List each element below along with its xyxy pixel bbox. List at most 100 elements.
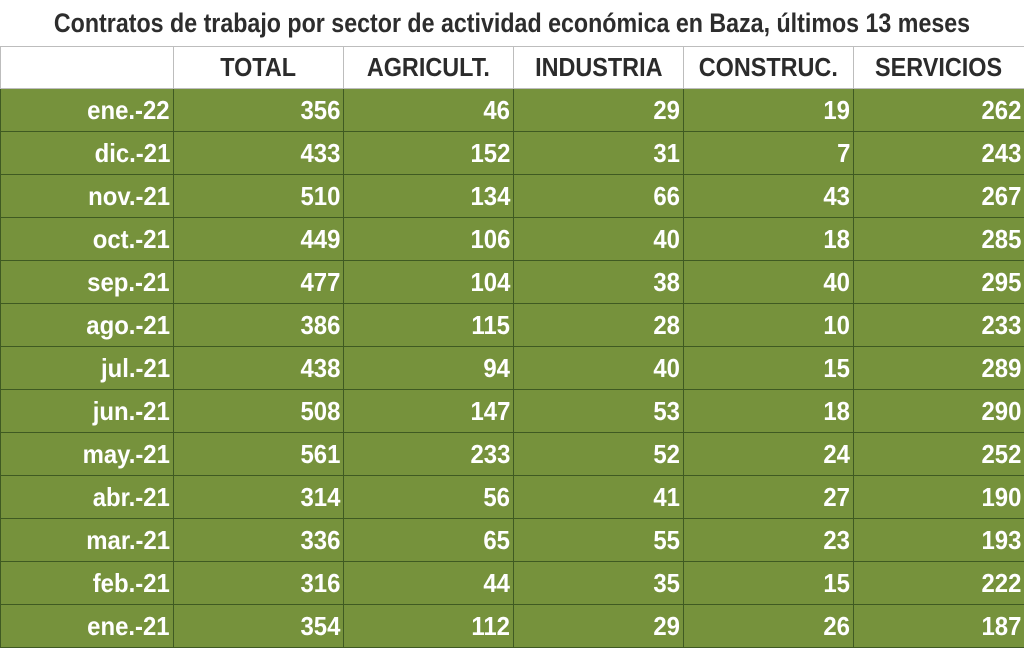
cell-construc: 18 (683, 389, 854, 433)
cell-industria: 29 (513, 604, 684, 648)
cell-month: sep.-21 (0, 260, 174, 304)
cell-agricult: 233 (343, 432, 514, 476)
cell-agricult: 152 (343, 131, 514, 175)
cell-total: 354 (173, 604, 344, 648)
cell-total: 477 (173, 260, 344, 304)
cell-construc: 19 (683, 88, 854, 132)
cell-servicios: 233 (853, 303, 1024, 347)
cell-agricult: 112 (343, 604, 514, 648)
table-row: mar.-21 336 65 55 23 193 (0, 518, 1024, 562)
cell-industria: 53 (513, 389, 684, 433)
cell-industria: 38 (513, 260, 684, 304)
cell-month: jun.-21 (0, 389, 174, 433)
cell-construc: 24 (683, 432, 854, 476)
cell-servicios: 252 (853, 432, 1024, 476)
cell-industria: 31 (513, 131, 684, 175)
cell-servicios: 187 (853, 604, 1024, 648)
table-row: jun.-21 508 147 53 18 290 (0, 389, 1024, 433)
cell-servicios: 193 (853, 518, 1024, 562)
cell-agricult: 65 (343, 518, 514, 562)
cell-construc: 40 (683, 260, 854, 304)
cell-industria: 66 (513, 174, 684, 218)
table-row: ene.-22 356 46 29 19 262 (0, 88, 1024, 132)
cell-agricult: 106 (343, 217, 514, 261)
cell-total: 449 (173, 217, 344, 261)
cell-servicios: 285 (853, 217, 1024, 261)
cell-servicios: 243 (853, 131, 1024, 175)
cell-industria: 35 (513, 561, 684, 605)
table-row: nov.-21 510 134 66 43 267 (0, 174, 1024, 218)
cell-total: 336 (173, 518, 344, 562)
cell-month: ene.-21 (0, 604, 174, 648)
table-row: ago.-21 386 115 28 10 233 (0, 303, 1024, 347)
cell-total: 433 (173, 131, 344, 175)
cell-agricult: 147 (343, 389, 514, 433)
cell-agricult: 56 (343, 475, 514, 519)
table-row: feb.-21 316 44 35 15 222 (0, 561, 1024, 605)
table-body: ene.-22 356 46 29 19 262 dic.-21 433 152 31 7 243 no… (0, 88, 1024, 648)
header-row: TOTAL AGRICULT. INDUSTRIA CONSTRUC. SERV… (0, 46, 1024, 89)
cell-total: 356 (173, 88, 344, 132)
table-row: dic.-21 433 152 31 7 243 (0, 131, 1024, 175)
cell-month: ago.-21 (0, 303, 174, 347)
cell-agricult: 46 (343, 88, 514, 132)
cell-month: oct.-21 (0, 217, 174, 261)
header-cell-0 (0, 46, 174, 89)
cell-month: feb.-21 (0, 561, 174, 605)
cell-industria: 29 (513, 88, 684, 132)
cell-month: dic.-21 (0, 131, 174, 175)
cell-industria: 52 (513, 432, 684, 476)
cell-agricult: 104 (343, 260, 514, 304)
cell-construc: 18 (683, 217, 854, 261)
cell-construc: 26 (683, 604, 854, 648)
cell-agricult: 134 (343, 174, 514, 218)
cell-industria: 28 (513, 303, 684, 347)
header-cell-agricult: AGRICULT. (343, 46, 514, 89)
cell-construc: 7 (683, 131, 854, 175)
cell-total: 316 (173, 561, 344, 605)
table-row: abr.-21 314 56 41 27 190 (0, 475, 1024, 519)
table-row: may.-21 561 233 52 24 252 (0, 432, 1024, 476)
cell-industria: 40 (513, 217, 684, 261)
cell-construc: 10 (683, 303, 854, 347)
cell-construc: 23 (683, 518, 854, 562)
cell-month: may.-21 (0, 432, 174, 476)
cell-agricult: 115 (343, 303, 514, 347)
cell-industria: 41 (513, 475, 684, 519)
cell-industria: 40 (513, 346, 684, 390)
cell-servicios: 190 (853, 475, 1024, 519)
cell-total: 508 (173, 389, 344, 433)
cell-total: 561 (173, 432, 344, 476)
cell-month: abr.-21 (0, 475, 174, 519)
table-row: jul.-21 438 94 40 15 289 (0, 346, 1024, 390)
cell-servicios: 289 (853, 346, 1024, 390)
cell-total: 438 (173, 346, 344, 390)
table-row: oct.-21 449 106 40 18 285 (0, 217, 1024, 261)
table-title: Contratos de trabajo por sector de activ… (54, 0, 970, 47)
cell-servicios: 295 (853, 260, 1024, 304)
contracts-table: TOTAL AGRICULT. INDUSTRIA CONSTRUC. SERV… (0, 46, 1024, 648)
header-cell-servicios: SERVICIOS (853, 46, 1024, 89)
cell-month: nov.-21 (0, 174, 174, 218)
cell-construc: 27 (683, 475, 854, 519)
header-cell-total: TOTAL (173, 46, 344, 89)
cell-construc: 15 (683, 346, 854, 390)
table-row: ene.-21 354 112 29 26 187 (0, 604, 1024, 648)
cell-servicios: 262 (853, 88, 1024, 132)
cell-total: 510 (173, 174, 344, 218)
cell-month: ene.-22 (0, 88, 174, 132)
header-cell-construc: CONSTRUC. (683, 46, 854, 89)
cell-total: 314 (173, 475, 344, 519)
cell-construc: 43 (683, 174, 854, 218)
cell-construc: 15 (683, 561, 854, 605)
cell-servicios: 222 (853, 561, 1024, 605)
cell-industria: 55 (513, 518, 684, 562)
header-cell-industria: INDUSTRIA (513, 46, 684, 89)
cell-month: jul.-21 (0, 346, 174, 390)
cell-month: mar.-21 (0, 518, 174, 562)
cell-servicios: 267 (853, 174, 1024, 218)
cell-agricult: 94 (343, 346, 514, 390)
cell-servicios: 290 (853, 389, 1024, 433)
cell-total: 386 (173, 303, 344, 347)
